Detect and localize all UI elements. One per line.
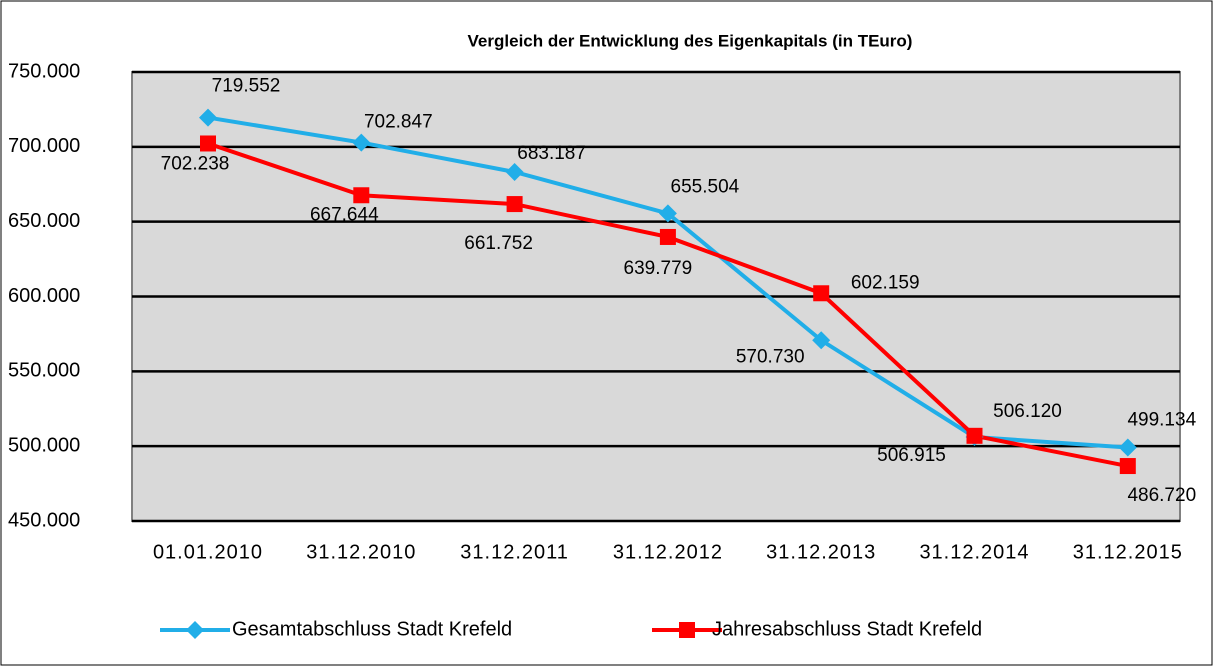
marker [1118, 438, 1137, 457]
marker [506, 196, 523, 213]
y-tick-label: 650.000 [8, 210, 80, 232]
data-label: 639.779 [624, 258, 693, 279]
marker [352, 133, 371, 152]
data-label: 702.238 [161, 153, 230, 174]
marker [353, 187, 370, 204]
marker [200, 135, 216, 152]
marker [658, 204, 677, 223]
data-label: 506.120 [993, 401, 1062, 422]
y-tick-label: 750.000 [8, 60, 80, 82]
data-label: 570.730 [736, 346, 805, 367]
x-tick-label: 01.01.2010 [153, 541, 263, 563]
marker [505, 162, 524, 181]
y-tick-label: 450.000 [8, 509, 80, 531]
data-label: 602.159 [851, 272, 920, 293]
marker [199, 108, 217, 127]
legend-label: Jahresabschluss Stadt Krefeld [712, 618, 982, 640]
y-tick-label: 500.000 [8, 434, 80, 456]
data-label: 499.134 [1127, 409, 1196, 430]
data-label: 655.504 [671, 176, 740, 197]
data-label: 702.847 [364, 112, 433, 133]
x-tick-label: 31.12.2015 [1073, 541, 1183, 563]
x-tick-label: 31.12.2013 [766, 541, 876, 563]
legend-marker [679, 622, 695, 638]
data-label: 667.644 [310, 204, 379, 225]
marker [813, 285, 830, 302]
y-tick-label: 600.000 [8, 285, 80, 307]
legend-marker [186, 621, 204, 639]
data-label: 719.552 [212, 76, 281, 97]
marker [1119, 458, 1136, 475]
y-tick-label: 550.000 [8, 360, 80, 382]
x-tick-label: 31.12.2010 [306, 541, 416, 563]
data-label: 683.187 [517, 143, 586, 164]
x-tick-label: 31.12.2014 [919, 541, 1029, 563]
chart-title: Vergleich der Entwicklung des Eigenkapit… [468, 31, 913, 50]
x-tick-label: 31.12.2012 [613, 541, 723, 563]
data-label: 486.720 [1127, 485, 1196, 506]
data-label: 661.752 [464, 233, 533, 254]
marker [966, 427, 983, 444]
legend-label: Gesamtabschluss Stadt Krefeld [232, 618, 512, 640]
x-tick-label: 31.12.2011 [460, 541, 569, 563]
y-tick-label: 700.000 [8, 135, 80, 157]
data-label: 506.915 [877, 445, 946, 466]
marker [812, 331, 831, 350]
marker [659, 228, 676, 245]
